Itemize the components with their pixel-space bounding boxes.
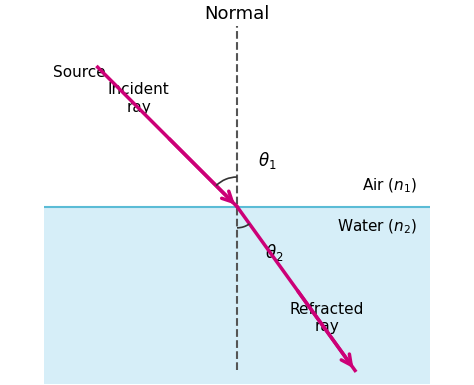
Text: Source: Source [54, 65, 106, 80]
Text: Normal: Normal [204, 5, 270, 23]
Text: Water ($n_2$): Water ($n_2$) [337, 218, 418, 236]
Text: $\theta_1$: $\theta_1$ [258, 150, 277, 171]
Text: Air ($n_1$): Air ($n_1$) [362, 177, 418, 195]
Text: Refracted
ray: Refracted ray [290, 302, 365, 334]
Bar [44, 206, 430, 383]
Text: Incident
ray: Incident ray [108, 82, 170, 114]
Text: $\theta_2$: $\theta_2$ [265, 242, 283, 263]
